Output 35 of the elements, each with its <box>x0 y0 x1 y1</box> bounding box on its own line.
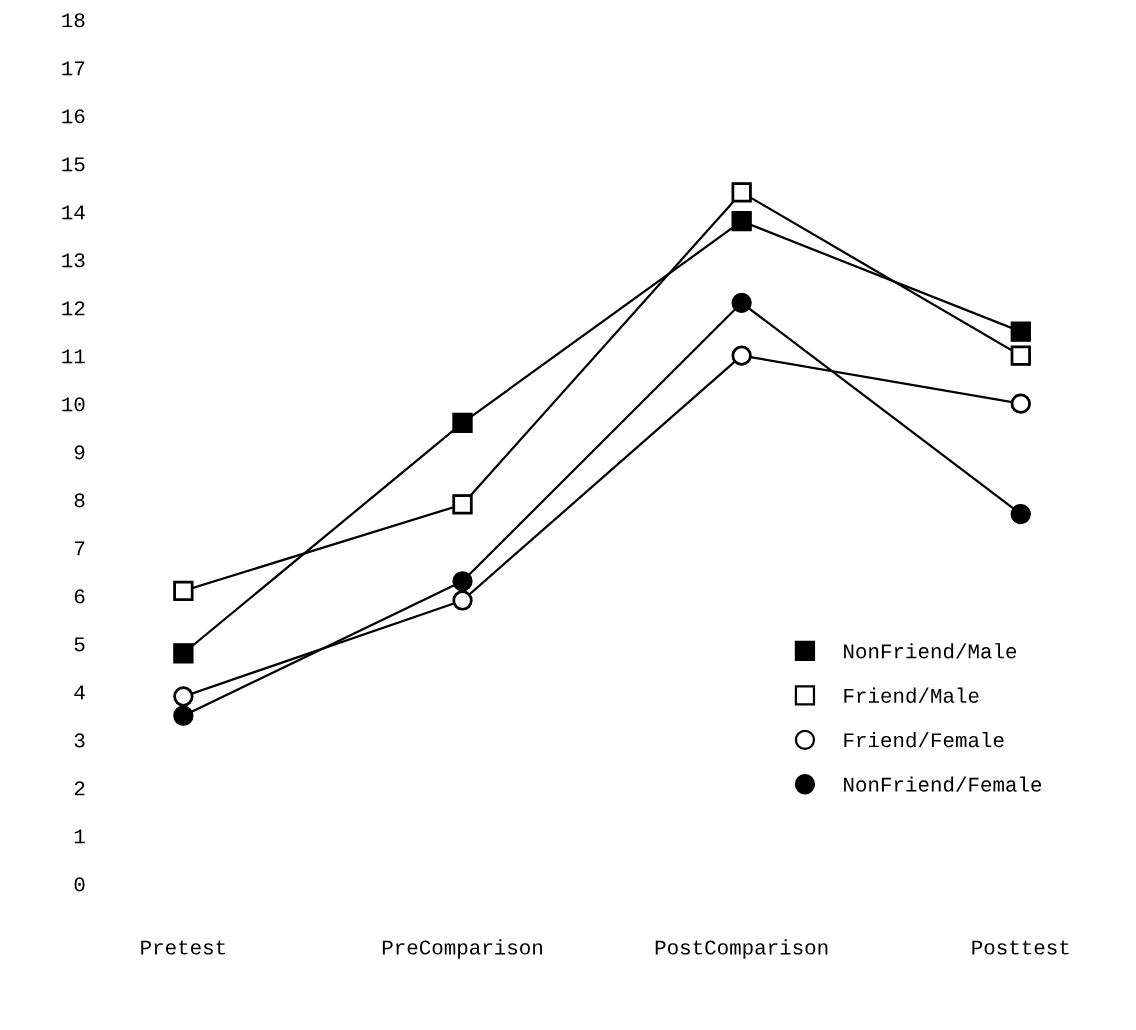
legend-label: NonFriend/Male <box>844 643 1017 659</box>
x-tick-label: PreComparison <box>382 939 542 959</box>
point <box>1010 321 1031 342</box>
y-tick-label: 3 <box>74 733 85 748</box>
point <box>173 580 194 602</box>
point <box>1010 345 1031 366</box>
y-tick-label: 4 <box>74 685 85 700</box>
legend-label: Friend/Female <box>844 732 1004 748</box>
y-tick-label: 6 <box>74 589 85 604</box>
legend-label: Friend/Male <box>844 687 979 703</box>
y-tick-label: 9 <box>74 445 85 460</box>
x-tick-label: PostComparison <box>655 939 828 959</box>
point <box>173 643 194 664</box>
y-tick-label: 2 <box>74 781 85 796</box>
y-tick-label: 14 <box>62 205 85 220</box>
y-tick-label: 1 <box>74 829 85 844</box>
y-tick-label: 17 <box>62 61 85 76</box>
y-tick-label: 0 <box>74 877 85 892</box>
point <box>452 412 473 433</box>
y-tick-label: 8 <box>74 493 85 508</box>
point <box>731 211 752 232</box>
x-tick-label: Posttest <box>972 940 1069 955</box>
y-tick-label: 13 <box>62 253 85 268</box>
y-tick-label: 5 <box>74 637 85 652</box>
point <box>452 494 473 515</box>
y-tick-label: 18 <box>62 13 85 28</box>
point <box>731 182 752 203</box>
y-tick-label: 7 <box>74 541 85 556</box>
legend-label: NonFriend/Female <box>844 776 1042 792</box>
x-tick-label: Pretest <box>141 940 225 955</box>
y-tick-label: 16 <box>62 109 85 124</box>
y-tick-label: 12 <box>62 301 85 316</box>
y-tick-label: 15 <box>62 157 85 172</box>
y-tick-label: 11 <box>62 349 85 364</box>
y-tick-label: 10 <box>62 397 85 412</box>
